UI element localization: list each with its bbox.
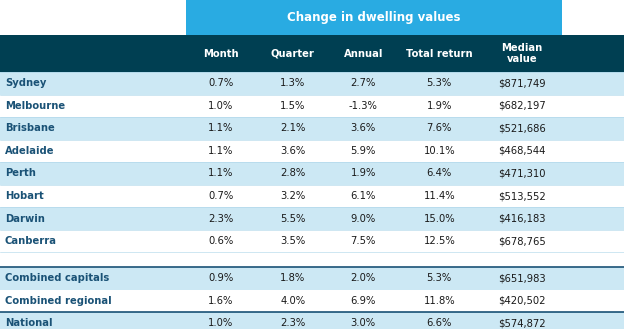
Text: Brisbane: Brisbane (5, 123, 55, 133)
Text: 5.5%: 5.5% (280, 214, 305, 223)
Text: 3.6%: 3.6% (280, 146, 305, 156)
Text: Adelaide: Adelaide (5, 146, 54, 156)
Text: 0.7%: 0.7% (208, 78, 233, 88)
Text: 3.6%: 3.6% (351, 123, 376, 133)
Bar (0, 207, 624, 230)
Bar (0, 252, 624, 267)
Text: $521,686: $521,686 (498, 123, 545, 133)
Text: 1.9%: 1.9% (351, 168, 376, 178)
Text: Change in dwelling values: Change in dwelling values (287, 11, 461, 24)
Text: 2.8%: 2.8% (280, 168, 305, 178)
Text: 1.1%: 1.1% (208, 123, 233, 133)
Text: 0.6%: 0.6% (208, 236, 233, 246)
Text: $651,983: $651,983 (498, 273, 545, 283)
Text: 0.9%: 0.9% (208, 273, 233, 283)
Text: 2.3%: 2.3% (280, 318, 305, 328)
Text: Combined regional: Combined regional (5, 296, 112, 306)
Text: 2.3%: 2.3% (208, 214, 233, 223)
Text: 1.3%: 1.3% (280, 78, 305, 88)
Text: Melbourne: Melbourne (5, 101, 65, 111)
Bar (0, 72, 624, 95)
Text: 1.0%: 1.0% (208, 318, 233, 328)
Text: $574,872: $574,872 (498, 318, 545, 328)
Text: 1.1%: 1.1% (208, 168, 233, 178)
Text: 3.0%: 3.0% (351, 318, 376, 328)
Text: 3.2%: 3.2% (280, 191, 305, 201)
Text: 5.9%: 5.9% (351, 146, 376, 156)
Text: $416,183: $416,183 (498, 214, 545, 223)
Text: $420,502: $420,502 (498, 296, 545, 306)
Text: 5.3%: 5.3% (427, 273, 452, 283)
Bar (0, 117, 624, 139)
Bar (0, 162, 624, 185)
Text: 6.9%: 6.9% (351, 296, 376, 306)
Text: 6.6%: 6.6% (427, 318, 452, 328)
Text: 1.5%: 1.5% (280, 101, 305, 111)
Text: $471,310: $471,310 (498, 168, 545, 178)
Text: 4.0%: 4.0% (280, 296, 305, 306)
Text: $678,765: $678,765 (498, 236, 545, 246)
Text: Perth: Perth (5, 168, 36, 178)
Text: Median
value: Median value (501, 43, 542, 64)
Text: Darwin: Darwin (5, 214, 45, 223)
Text: 1.6%: 1.6% (208, 296, 233, 306)
Text: $871,749: $871,749 (498, 78, 545, 88)
Text: 7.5%: 7.5% (351, 236, 376, 246)
Text: 1.0%: 1.0% (208, 101, 233, 111)
Text: Canberra: Canberra (5, 236, 57, 246)
Text: Sydney: Sydney (5, 78, 46, 88)
Text: National: National (5, 318, 52, 328)
Text: $682,197: $682,197 (498, 101, 545, 111)
Text: 6.1%: 6.1% (351, 191, 376, 201)
Bar (0, 95, 624, 117)
Bar (0, 290, 624, 312)
Text: 5.3%: 5.3% (427, 78, 452, 88)
Bar (0, 312, 624, 329)
Text: $513,552: $513,552 (498, 191, 545, 201)
Text: Quarter: Quarter (271, 49, 314, 59)
Text: 10.1%: 10.1% (424, 146, 455, 156)
Text: 6.4%: 6.4% (427, 168, 452, 178)
Bar (0, 267, 624, 290)
Text: 2.7%: 2.7% (351, 78, 376, 88)
Text: 1.9%: 1.9% (427, 101, 452, 111)
Bar (0, 35, 624, 72)
Text: 9.0%: 9.0% (351, 214, 376, 223)
Text: $468,544: $468,544 (498, 146, 545, 156)
Bar (186, 0, 562, 35)
Text: 11.8%: 11.8% (424, 296, 455, 306)
Text: 3.5%: 3.5% (280, 236, 305, 246)
Bar (0, 139, 624, 162)
Bar (0, 185, 624, 207)
Text: Month: Month (203, 49, 239, 59)
Text: 12.5%: 12.5% (424, 236, 455, 246)
Text: 11.4%: 11.4% (424, 191, 455, 201)
Text: Total return: Total return (406, 49, 472, 59)
Text: Annual: Annual (343, 49, 383, 59)
Text: Combined capitals: Combined capitals (5, 273, 109, 283)
Text: 7.6%: 7.6% (427, 123, 452, 133)
Text: 15.0%: 15.0% (424, 214, 455, 223)
Text: 1.8%: 1.8% (280, 273, 305, 283)
Text: -1.3%: -1.3% (349, 101, 378, 111)
Text: 2.0%: 2.0% (351, 273, 376, 283)
Text: 0.7%: 0.7% (208, 191, 233, 201)
Text: Hobart: Hobart (5, 191, 44, 201)
Text: 1.1%: 1.1% (208, 146, 233, 156)
Bar (0, 230, 624, 252)
Text: 2.1%: 2.1% (280, 123, 305, 133)
